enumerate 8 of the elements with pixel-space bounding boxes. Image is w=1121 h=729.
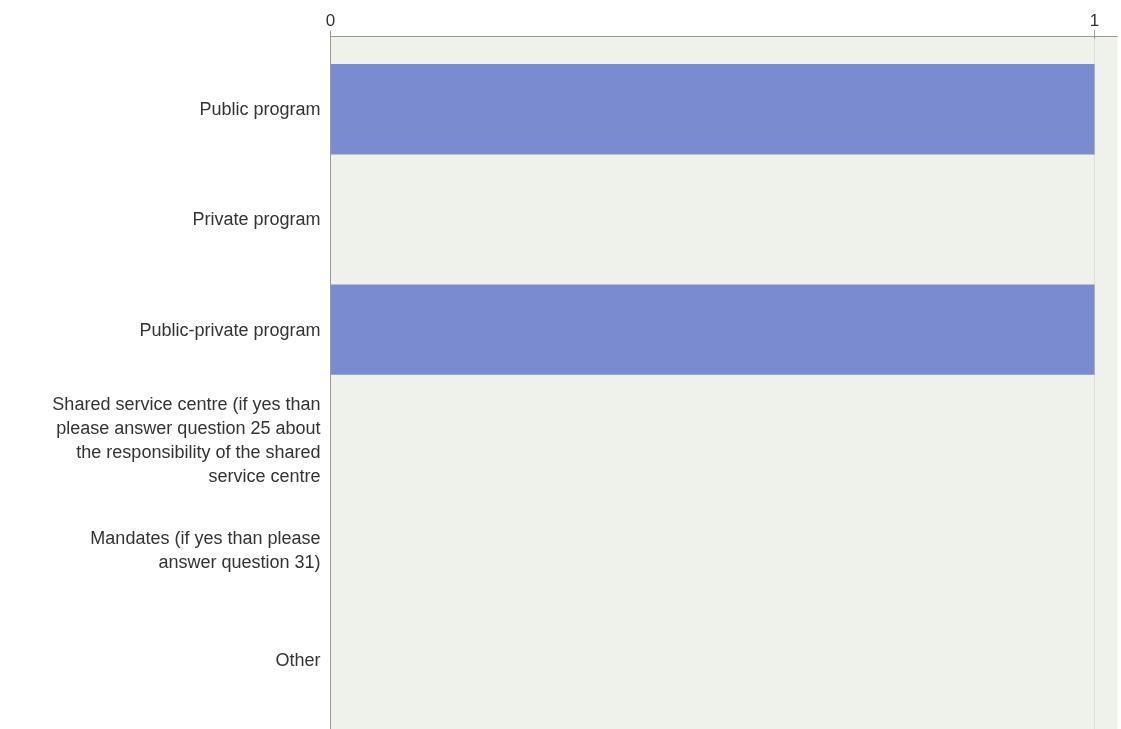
x-tick-label: 0 (325, 10, 336, 30)
y-tick-label: Shared service centre (if yes than please answer question 25 about the responsibility of the shared service centre (52, 393, 321, 486)
y-tick-label: Private program (192, 209, 321, 230)
y-tick-label: Mandates (if yes than please answer question 31) (90, 527, 321, 572)
x-tick-label: 1 (1089, 10, 1100, 30)
y-tick-label: Other (275, 650, 321, 671)
y-tick-label: Public program (199, 99, 321, 120)
y-tick-label: Public-private program (139, 319, 321, 340)
